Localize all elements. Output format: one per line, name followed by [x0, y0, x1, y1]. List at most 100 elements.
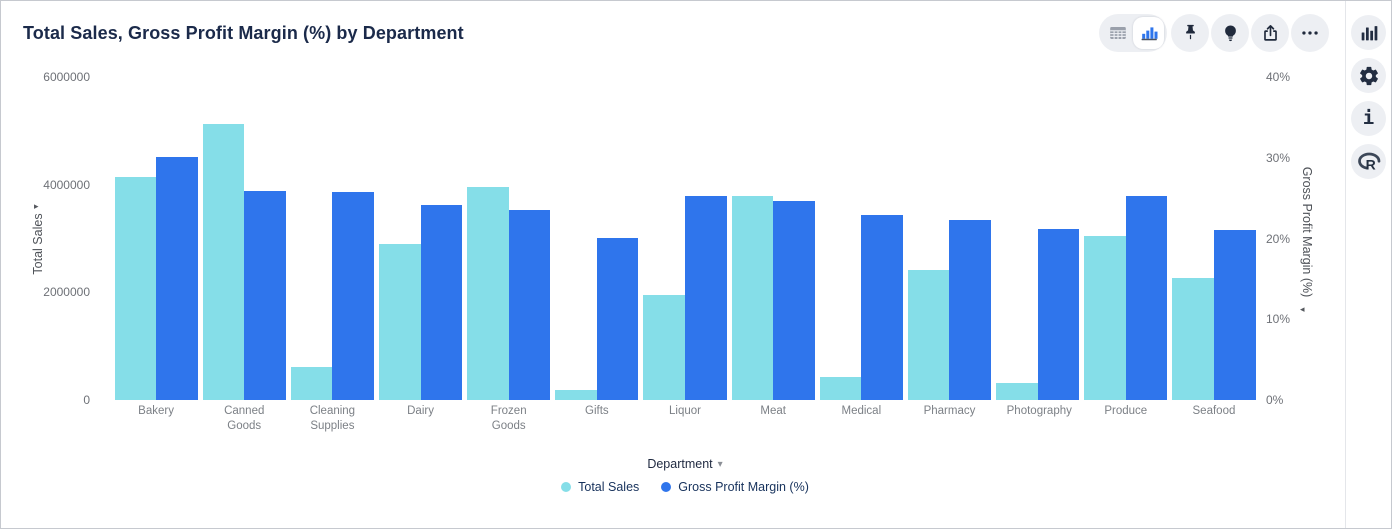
- export-button[interactable]: [1251, 14, 1289, 52]
- bar-gross-profit-margin[interactable]: [1125, 195, 1168, 400]
- x-axis-label: Frozen Goods: [490, 405, 527, 432]
- bar-total-sales[interactable]: [819, 376, 862, 400]
- bar-gross-profit-margin[interactable]: [420, 204, 463, 400]
- legend: Total Sales Gross Profit Margin (%): [112, 480, 1258, 494]
- info-button[interactable]: i: [1351, 101, 1386, 136]
- y-axis-tick-label: 0: [83, 393, 90, 407]
- right-toolbar: i R: [1345, 1, 1391, 528]
- right-axis-title: Gross Profit Margin (%): [1300, 166, 1314, 298]
- legend-swatch: [661, 482, 672, 492]
- chevron-down-icon: ▾: [717, 458, 723, 470]
- bar-chart-icon: [1361, 25, 1377, 40]
- legend-label: Total Sales: [578, 480, 640, 494]
- x-axis-label: Meat: [760, 405, 786, 417]
- bar-total-sales[interactable]: [731, 195, 774, 400]
- y-axis-tick-label: 10%: [1266, 312, 1291, 327]
- bar-total-sales[interactable]: [1084, 235, 1126, 400]
- legend-swatch: [561, 482, 572, 492]
- x-axis-label: Produce: [1104, 405, 1148, 417]
- y-axis-tick-label: 30%: [1266, 150, 1291, 165]
- toolbar: [1099, 14, 1329, 52]
- bar-gross-profit-margin[interactable]: [1037, 228, 1080, 400]
- bar-gross-profit-margin[interactable]: [773, 200, 815, 400]
- bar-gross-profit-margin[interactable]: [1213, 230, 1256, 400]
- legend-item[interactable]: Gross Profit Margin (%): [661, 480, 809, 494]
- bar-gross-profit-margin[interactable]: [685, 195, 727, 400]
- ellipsis-icon: [1302, 31, 1318, 35]
- chart-panel: Total Sales, Gross Profit Margin (%) by …: [1, 1, 1345, 528]
- bar-group: [200, 77, 288, 400]
- left-axis-sort-arrow: ▸: [34, 201, 39, 211]
- left-axis-title: Total Sales: [31, 213, 45, 275]
- x-axis-label: Pharmacy: [923, 405, 976, 417]
- bar-total-sales[interactable]: [996, 382, 1038, 400]
- x-axis-field-control[interactable]: Department ▾: [112, 457, 1258, 471]
- y-axis-tick-label: 2000000: [43, 285, 90, 300]
- table-view-button[interactable]: [1102, 17, 1133, 49]
- bar-group: [1170, 77, 1258, 400]
- r-analytics-button[interactable]: R: [1351, 144, 1386, 179]
- r-logo-icon: R: [1357, 152, 1380, 172]
- bar-gross-profit-margin[interactable]: [332, 191, 374, 400]
- info-icon: i: [1362, 107, 1375, 129]
- bar-total-sales[interactable]: [290, 366, 333, 400]
- bar-chart-icon: [1141, 27, 1157, 41]
- bar-gross-profit-margin[interactable]: [244, 190, 286, 400]
- suggestions-button[interactable]: [1211, 14, 1249, 52]
- bar-total-sales[interactable]: [555, 390, 597, 400]
- bar-group: [729, 77, 817, 400]
- right-axis-sort-arrow: ◂: [1300, 304, 1305, 314]
- bar-total-sales[interactable]: [202, 124, 245, 400]
- plot-area: [112, 77, 1258, 400]
- x-axis-labels: Bakery Canned Goods Cleaning Supplies Dairy…: [112, 404, 1258, 434]
- left-y-axis: 0 2000000 4000000 6000000: [1, 70, 101, 407]
- y-axis-tick-label: 6000000: [43, 70, 90, 84]
- pin-icon: [1185, 24, 1195, 39]
- y-axis-tick-label: 4000000: [43, 177, 90, 192]
- y-axis-tick-label: 40%: [1266, 70, 1291, 84]
- more-options-button[interactable]: [1291, 14, 1329, 52]
- bar-gross-profit-margin[interactable]: [508, 210, 551, 400]
- x-axis-label: Seafood: [1192, 405, 1236, 417]
- bar-group: [905, 77, 993, 400]
- bar-group: [994, 77, 1082, 400]
- x-axis-field-label: Department: [647, 457, 713, 471]
- x-axis-label: Liquor: [669, 405, 701, 417]
- bar-gross-profit-margin[interactable]: [156, 156, 198, 400]
- bar-total-sales[interactable]: [907, 269, 950, 400]
- chart-view-button[interactable]: [1133, 17, 1164, 49]
- bar-gross-profit-margin[interactable]: [861, 215, 903, 400]
- chart-type-button[interactable]: [1351, 15, 1386, 50]
- share-icon: [1263, 24, 1277, 41]
- bar-group: [288, 77, 376, 400]
- x-axis-label: Canned Goods: [224, 405, 265, 432]
- bar-total-sales[interactable]: [643, 294, 686, 400]
- table-icon: [1109, 27, 1126, 39]
- x-axis-label: Photography: [1006, 405, 1072, 417]
- bar-total-sales[interactable]: [467, 186, 509, 400]
- lightbulb-icon: [1224, 24, 1236, 41]
- legend-label: Gross Profit Margin (%): [678, 480, 809, 494]
- chart-title: Total Sales, Gross Profit Margin (%) by …: [23, 23, 464, 43]
- y-axis-tick-label: 0%: [1266, 393, 1284, 407]
- bar-total-sales[interactable]: [1172, 278, 1214, 400]
- x-axis-label: Dairy: [407, 405, 434, 417]
- x-axis-label: Cleaning Supplies: [309, 405, 356, 432]
- settings-button[interactable]: [1351, 58, 1386, 93]
- bar-group: [376, 77, 464, 400]
- gear-icon: [1359, 66, 1378, 85]
- legend-item[interactable]: Total Sales: [561, 480, 639, 494]
- bar-gross-profit-margin[interactable]: [949, 219, 992, 400]
- pin-button[interactable]: [1171, 14, 1209, 52]
- svg-text:R: R: [1365, 156, 1375, 172]
- bar-group: [465, 77, 553, 400]
- bar-group: [817, 77, 905, 400]
- x-axis-label: Gifts: [585, 405, 609, 417]
- view-toggle: [1099, 14, 1167, 52]
- x-axis-label: Bakery: [138, 405, 174, 417]
- bar-total-sales[interactable]: [378, 243, 421, 400]
- bar-gross-profit-margin[interactable]: [596, 237, 639, 400]
- y-axis-tick-label: 20%: [1266, 231, 1291, 246]
- bar-total-sales[interactable]: [114, 177, 157, 400]
